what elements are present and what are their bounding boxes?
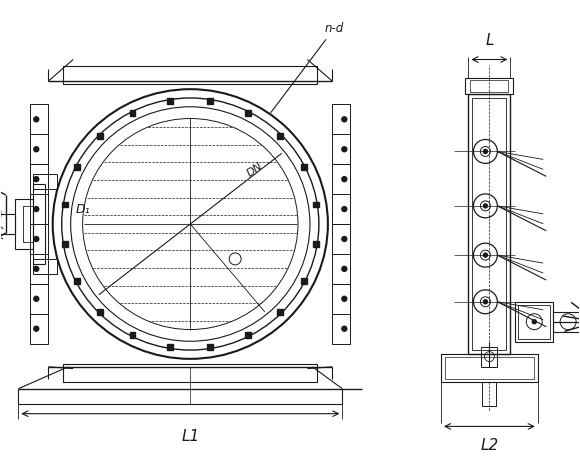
Bar xyxy=(168,98,173,104)
Text: L2: L2 xyxy=(480,438,499,453)
Bar xyxy=(332,104,350,164)
Bar xyxy=(515,302,553,341)
Bar xyxy=(473,98,506,350)
Bar xyxy=(33,174,57,189)
Circle shape xyxy=(483,204,487,208)
Circle shape xyxy=(34,177,39,182)
Text: L: L xyxy=(485,33,494,48)
Bar xyxy=(445,357,534,379)
Bar xyxy=(245,110,251,116)
Bar xyxy=(63,364,317,382)
Circle shape xyxy=(342,236,347,241)
Bar xyxy=(30,224,48,284)
Circle shape xyxy=(342,147,347,152)
Circle shape xyxy=(34,326,39,331)
Text: DN: DN xyxy=(245,160,265,178)
Bar xyxy=(301,278,307,284)
Bar xyxy=(97,133,103,139)
Bar xyxy=(33,259,57,274)
Circle shape xyxy=(34,266,39,271)
Bar xyxy=(61,241,67,246)
Circle shape xyxy=(342,117,347,122)
Bar xyxy=(332,164,350,224)
Text: n-d: n-d xyxy=(271,22,344,112)
Bar xyxy=(168,344,173,350)
Circle shape xyxy=(34,117,39,122)
Text: D₁: D₁ xyxy=(75,202,90,216)
Circle shape xyxy=(532,320,537,324)
Circle shape xyxy=(483,150,487,153)
Bar xyxy=(313,241,319,246)
Bar xyxy=(519,305,550,339)
Bar xyxy=(245,332,251,338)
Bar xyxy=(470,80,508,92)
Bar xyxy=(332,284,350,344)
Circle shape xyxy=(34,147,39,152)
Bar xyxy=(466,78,513,95)
Circle shape xyxy=(342,326,347,331)
Bar xyxy=(30,104,48,164)
Circle shape xyxy=(34,236,39,241)
Bar xyxy=(30,164,48,224)
Bar xyxy=(277,133,283,139)
Circle shape xyxy=(483,300,487,304)
Bar xyxy=(15,199,33,249)
Bar xyxy=(207,344,213,350)
Circle shape xyxy=(342,266,347,271)
Bar xyxy=(97,309,103,315)
Bar xyxy=(301,164,307,170)
Circle shape xyxy=(342,297,347,301)
Bar xyxy=(332,224,350,284)
Bar xyxy=(74,164,80,170)
Bar xyxy=(469,95,510,353)
Circle shape xyxy=(342,207,347,212)
Bar xyxy=(23,206,33,242)
Circle shape xyxy=(342,177,347,182)
Text: L1: L1 xyxy=(181,429,200,444)
Bar xyxy=(481,347,498,367)
Bar xyxy=(74,278,80,284)
Bar xyxy=(0,214,15,234)
Bar xyxy=(129,110,136,116)
Circle shape xyxy=(34,207,39,212)
Bar xyxy=(441,353,538,381)
Bar xyxy=(30,284,48,344)
Bar xyxy=(63,66,317,84)
Bar xyxy=(313,202,319,207)
Bar xyxy=(207,98,213,104)
Bar xyxy=(61,202,67,207)
Bar xyxy=(553,312,580,332)
Bar xyxy=(483,381,496,407)
Bar xyxy=(277,309,283,315)
Bar xyxy=(129,332,136,338)
Circle shape xyxy=(483,253,487,257)
Circle shape xyxy=(34,297,39,301)
